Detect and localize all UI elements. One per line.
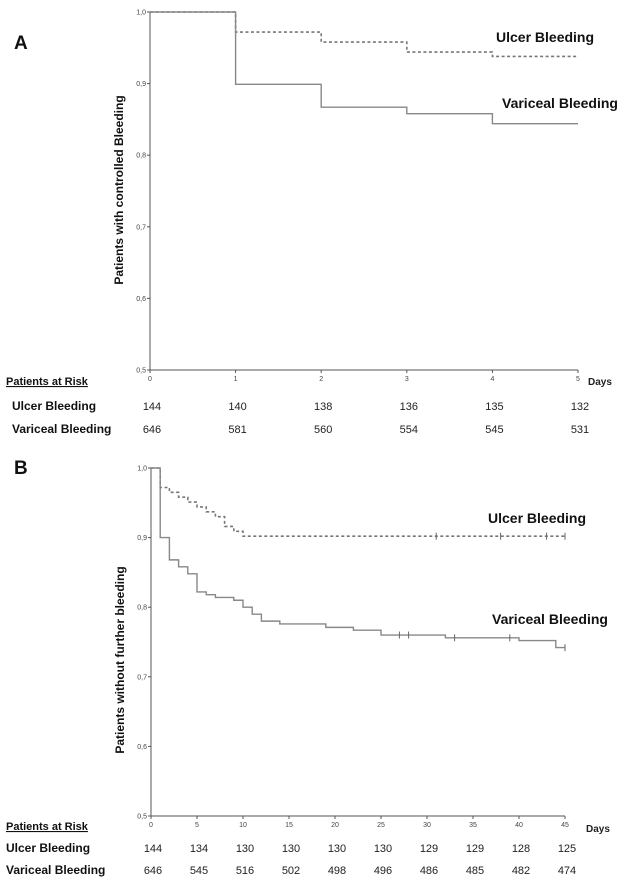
panel-b-y-tick-label: 0,6 [137, 744, 147, 751]
panel-a-risk-ulcer-value: 138 [314, 401, 332, 413]
panel-b-risk-ulcer-value: 130 [282, 843, 300, 855]
panel-a-y-tick-label: 0,6 [136, 296, 146, 303]
panel-b-x-tick-label: 25 [377, 822, 385, 829]
panel-b-plot-area [151, 467, 566, 652]
panel-b-risk-variceal-value: 498 [328, 865, 346, 877]
panel-b-x-tick-label: 10 [239, 822, 247, 829]
panel-b-risk-table: 144 134 130 130 130 130 129 129 128 125 646 545 516 5… [144, 843, 576, 877]
panel-a-plot-area [150, 11, 578, 125]
panel-a-risk-variceal-value: 531 [571, 424, 589, 436]
panel-a-risk-variceal-value: 646 [143, 424, 161, 436]
panel-b-risk-variceal-value: 496 [374, 865, 392, 877]
panel-b-x-tick-label: 15 [285, 822, 293, 829]
panel-b-axes: 0,5 0,6 0,7 0,8 0,9 1,0 0 5 10 15 20 25 30 35 40 45 [137, 466, 569, 830]
panel-b-y-tick-label: 0,8 [137, 605, 147, 612]
panel-b-risk-ulcer-value: 130 [374, 843, 392, 855]
panel-b-letter: B [14, 458, 28, 479]
panel-b-risk-variceal-value: 482 [512, 865, 530, 877]
panel-b-ulcer-label: Ulcer Bleeding [488, 510, 586, 526]
panel-a-risk-table: 144 140 138 136 135 132 646 581 560 554 545 531 [143, 401, 589, 436]
panel-b-risk-variceal-value: 485 [466, 865, 484, 877]
panel-a-y-tick-label: 1,0 [136, 10, 146, 17]
panel-b-risk-ulcer-value: 128 [512, 843, 530, 855]
panel-a-x-tick-label: 5 [576, 376, 580, 383]
panel-a-risk-variceal-value: 554 [400, 424, 418, 436]
panel-b-risk-variceal-label: Variceal Bleeding [6, 863, 105, 877]
panel-b-risk-ulcer-value: 134 [190, 843, 208, 855]
panel-a-ulcer-label: Ulcer Bleeding [496, 29, 594, 45]
panel-b-risk-ulcer-value: 130 [236, 843, 254, 855]
panel-a-risk-variceal-value: 560 [314, 424, 332, 436]
panel-a-risk-ulcer-value: 135 [485, 401, 503, 413]
panel-a-x-tick-label: 2 [319, 376, 323, 383]
panel-a-y-tick-label: 0,9 [136, 81, 146, 88]
panel-a-risk-ulcer-value: 132 [571, 401, 589, 413]
panel-a-risk-ulcer-value: 140 [228, 401, 246, 413]
panel-b-risk-ulcer-value: 130 [328, 843, 346, 855]
panel-a-variceal-label: Variceal Bleeding [502, 95, 618, 111]
panel-b-risk-variceal-value: 516 [236, 865, 254, 877]
panel-b: B Patients without further bleeding 0,50… [6, 458, 610, 877]
panel-b-x-tick-label: 35 [469, 822, 477, 829]
panel-a-risk-ulcer-value: 136 [400, 401, 418, 413]
panel-b-risk-header: Patients at Risk [6, 821, 89, 833]
panel-b-risk-ulcer-value: 129 [420, 843, 438, 855]
panel-a-x-units: Days [588, 377, 612, 388]
panel-a-risk-ulcer-value: 144 [143, 401, 161, 413]
panel-a-x-tick-label: 3 [405, 376, 409, 383]
panel-a-y-tick-label: 0,5 [136, 368, 146, 375]
panel-a-letter: A [14, 33, 28, 54]
panel-b-x-tick-label: 30 [423, 822, 431, 829]
panel-b-y-axis-label: Patients without further bleeding [113, 566, 127, 753]
panel-b-x-units: Days [586, 824, 610, 835]
panel-b-y-tick-label: 0,5 [137, 814, 147, 821]
panel-b-x-tick-label: 45 [561, 822, 569, 829]
panel-b-risk-variceal-value: 486 [420, 865, 438, 877]
panel-b-curve-ulcer [151, 467, 565, 538]
panel-b-x-tick-label: 0 [149, 822, 153, 829]
panel-b-x-tick-label: 5 [195, 822, 199, 829]
panel-a-risk-variceal-value: 545 [485, 424, 503, 436]
panel-b-y-tick-label: 0,9 [137, 535, 147, 542]
panel-b-risk-ulcer-value: 144 [144, 843, 162, 855]
panel-a-risk-header: Patients at Risk [6, 376, 89, 388]
panel-a-y-axis-label: Patients with controlled Bleeding [112, 95, 126, 284]
panel-a-y-tick-label: 0,7 [136, 224, 146, 231]
panel-a-y-tick-label: 0,8 [136, 153, 146, 160]
panel-b-x-tick-label: 20 [331, 822, 339, 829]
panel-a-axes: 0,5 0,6 0,7 0,8 0,9 1,0 0 1 2 3 4 5 [136, 10, 580, 384]
panel-b-risk-ulcer-value: 129 [466, 843, 484, 855]
panel-b-risk-ulcer-label: Ulcer Bleeding [6, 841, 90, 855]
panel-a-x-tick-label: 4 [490, 376, 494, 383]
panel-b-y-tick-label: 0,7 [137, 674, 147, 681]
panel-a-x-tick-label: 1 [234, 376, 238, 383]
panel-b-risk-variceal-value: 545 [190, 865, 208, 877]
panel-b-variceal-label: Variceal Bleeding [492, 611, 608, 627]
panel-a-risk-variceal-label: Variceal Bleeding [12, 422, 111, 436]
panel-b-risk-variceal-value: 502 [282, 865, 300, 877]
panel-a-risk-ulcer-label: Ulcer Bleeding [12, 399, 96, 413]
panel-b-risk-ulcer-value: 125 [558, 843, 576, 855]
panel-b-x-tick-label: 40 [515, 822, 523, 829]
panel-b-risk-variceal-value: 646 [144, 865, 162, 877]
panel-a: A Patients with controlled Bleeding 0,50… [6, 10, 618, 437]
panel-a-risk-variceal-value: 581 [228, 424, 246, 436]
panel-b-risk-variceal-value: 474 [558, 865, 576, 877]
panel-b-curve-variceal [151, 467, 565, 649]
panel-a-curve-variceal [150, 11, 578, 125]
panel-a-x-tick-label: 0 [148, 376, 152, 383]
panel-b-y-tick-label: 1,0 [137, 466, 147, 473]
